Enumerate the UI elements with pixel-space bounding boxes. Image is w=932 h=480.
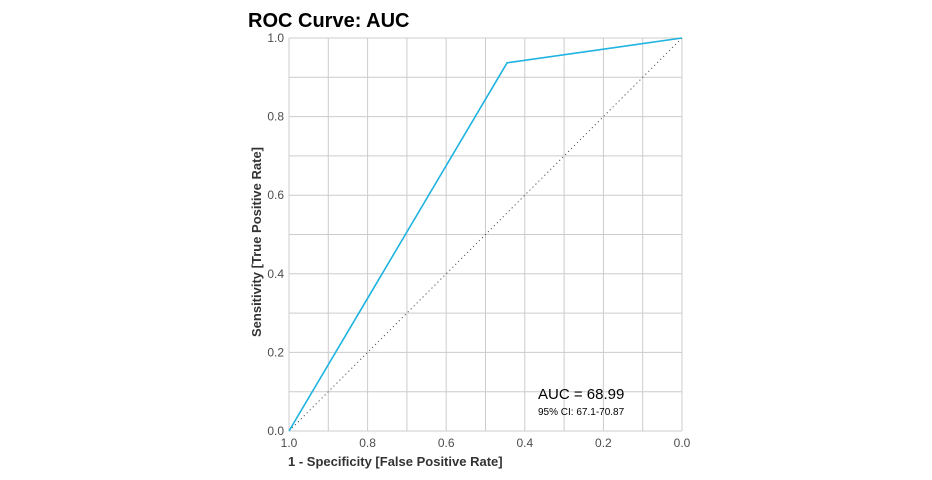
x-tick-label: 1.0	[281, 436, 298, 450]
ci-annotation: 95% CI: 67.1-70.87	[538, 407, 625, 418]
x-tick-label: 0.6	[438, 436, 455, 450]
y-tick-label: 0.8	[267, 110, 284, 124]
y-axis-title: Sensitivity [True Positive Rate]	[249, 147, 264, 337]
y-tick-label: 0.4	[267, 267, 284, 281]
x-tick-labels: 1.0 0.8 0.6 0.4 0.2 0.0	[281, 436, 691, 450]
reference-diagonal	[288, 37, 683, 432]
y-tick-label: 0.0	[267, 424, 284, 438]
y-tick-label: 0.2	[267, 345, 284, 359]
roc-series-line	[288, 37, 683, 432]
y-tick-label: 0.6	[267, 188, 284, 202]
grid-lines	[288, 37, 683, 432]
x-tick-label: 0.4	[516, 436, 533, 450]
x-tick-label: 0.0	[674, 436, 691, 450]
y-tick-labels: 0.0 0.2 0.4 0.6 0.8 1.0	[267, 31, 284, 438]
x-tick-label: 0.2	[595, 436, 612, 450]
x-tick-label: 0.8	[359, 436, 376, 450]
x-axis-title: 1 - Specificity [False Positive Rate]	[288, 454, 503, 469]
y-tick-label: 1.0	[267, 31, 284, 45]
auc-annotation: AUC = 68.99	[538, 386, 624, 403]
chart-title: ROC Curve: AUC	[248, 10, 410, 32]
